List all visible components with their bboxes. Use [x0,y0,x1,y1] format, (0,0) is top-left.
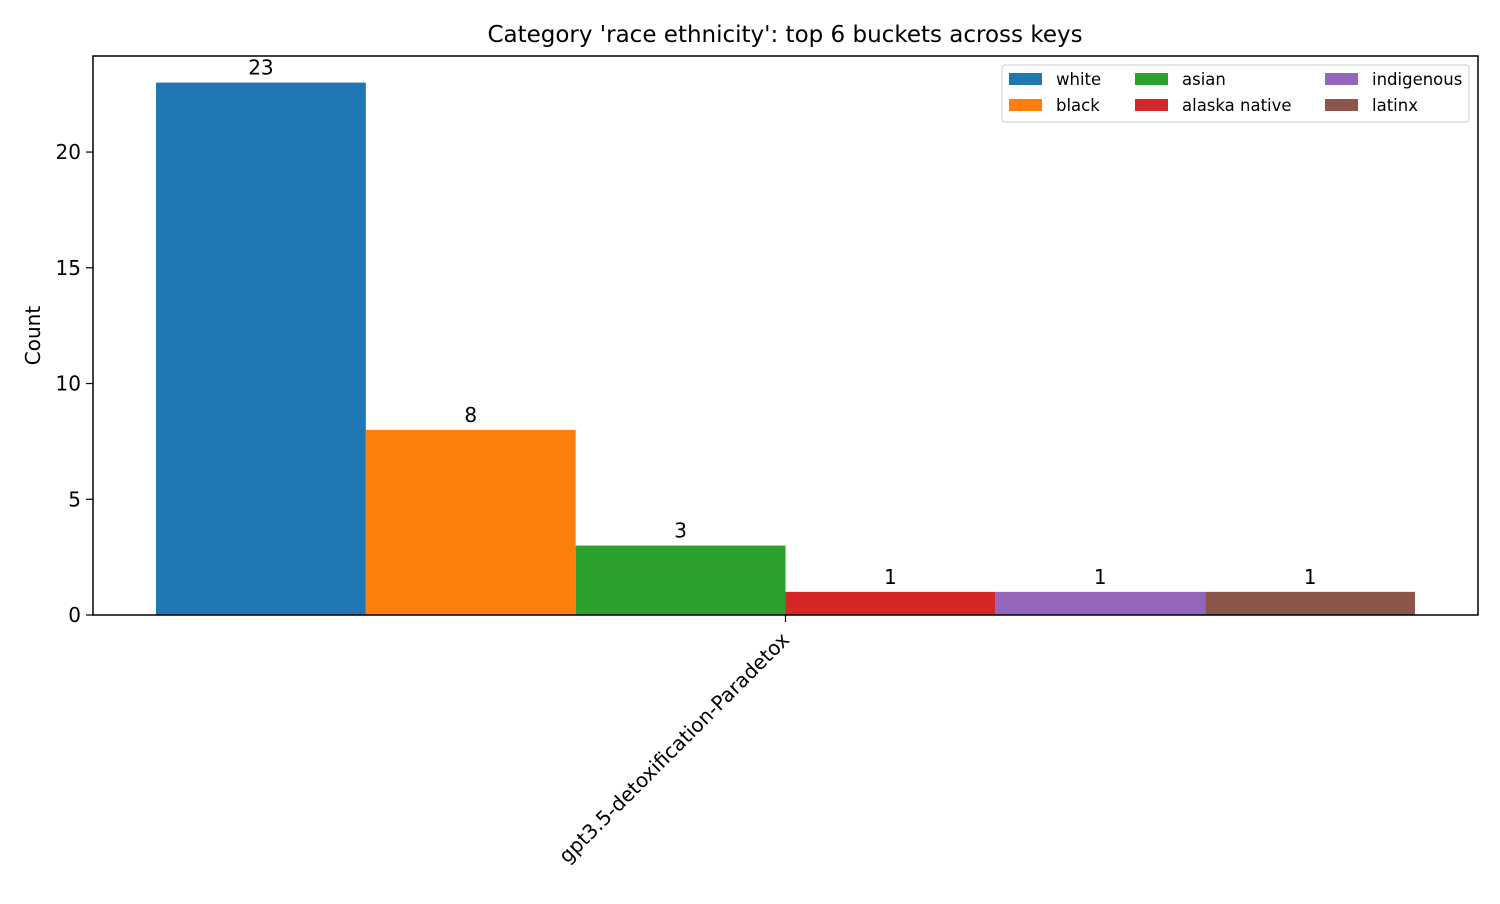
legend-swatch-indigenous [1325,73,1358,85]
legend-label-latinx: latinx [1372,96,1418,115]
legend-swatch-latinx [1325,99,1358,111]
legend: white black asian alaska native indigenous la… [1001,64,1470,123]
legend-swatch-white [1009,73,1042,85]
legend-swatch-black [1009,99,1042,111]
bar-asian [575,545,786,615]
data-label-latinx: 1 [1304,565,1317,589]
y-axis-label: Count [21,306,45,366]
legend-label-white: white [1056,70,1101,89]
bar-latinx [1205,591,1415,615]
bar-black [365,429,576,615]
legend-label-asian: asian [1182,70,1226,89]
data-label-black: 8 [464,403,477,427]
legend-label-black: black [1056,96,1100,115]
legend-swatch-alaska-native [1135,99,1168,111]
data-label-asian: 3 [674,519,687,543]
legend-label-alaska-native: alaska native [1182,96,1292,115]
y-tick-label: 5 [68,487,81,511]
data-label-alaska-native: 1 [884,565,897,589]
bars-layer [156,82,1415,616]
bar-white [156,82,366,616]
legend-swatch-asian [1135,73,1168,85]
chart-title: Category 'race ethnicity': top 6 buckets… [487,22,1082,48]
x-tick-label: gpt3.5-detoxification-Paradetox [554,627,794,867]
data-label-indigenous: 1 [1094,565,1107,589]
y-tick-label: 0 [68,603,81,627]
legend-label-indigenous: indigenous [1372,70,1462,89]
data-labels-layer: 23 8 3 1 1 1 [248,56,1316,589]
data-label-white: 23 [248,56,273,80]
y-tick-label: 20 [56,140,81,164]
y-tick-label: 10 [56,372,81,396]
bar-alaska-native [785,591,996,615]
bar-indigenous [995,591,1206,615]
y-tick-label: 15 [56,256,81,280]
